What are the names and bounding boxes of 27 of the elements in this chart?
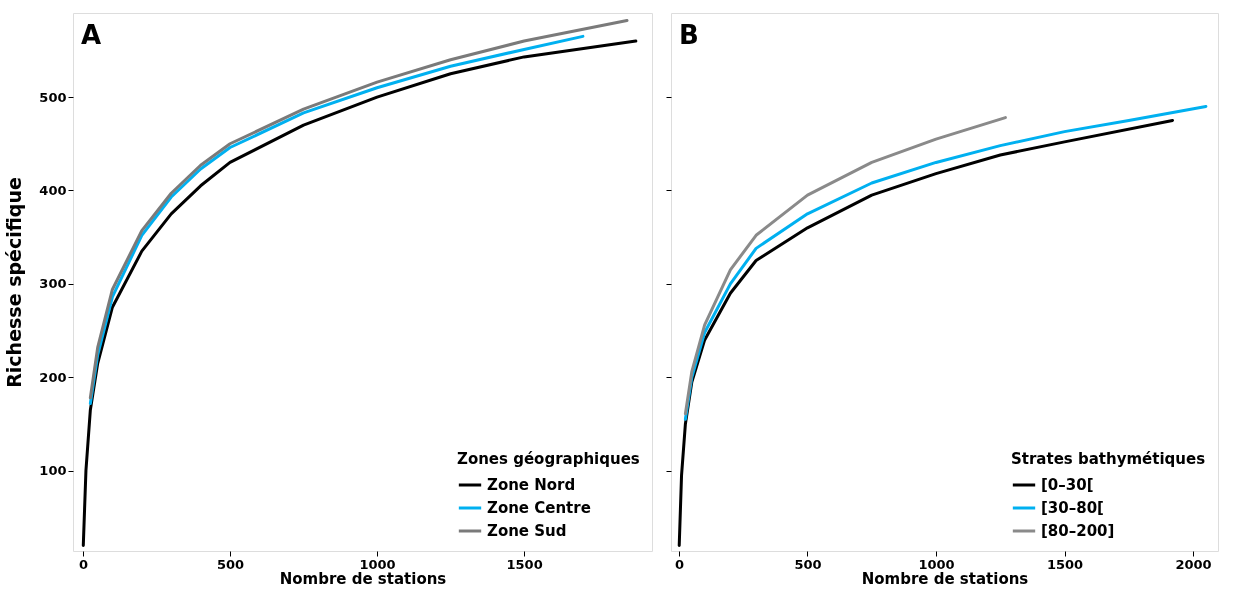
legend-title: Strates bathymétiques xyxy=(1011,450,1206,468)
x-tick-label: 0 xyxy=(674,556,684,572)
x-tick-label: 500 xyxy=(216,556,245,572)
x-axis-title: Nombre de stations xyxy=(861,569,1029,588)
annotation: B xyxy=(679,20,699,50)
x-tick-label: 1500 xyxy=(506,556,543,572)
legend-label: Zone Nord xyxy=(487,476,576,494)
legend-title: Zones géographiques xyxy=(457,450,640,468)
x-tick-label: 1000 xyxy=(918,556,955,572)
legend-label: [0–30[ xyxy=(1041,476,1094,494)
y-tick-label: 500 xyxy=(39,89,67,105)
legend-label: Zone Sud xyxy=(487,522,567,540)
legend-label: [30–80[ xyxy=(1041,499,1104,517)
legend-label: [80–200] xyxy=(1041,522,1115,540)
annotation: A xyxy=(81,20,102,50)
y-axis-title: Richesse spécifique xyxy=(3,177,26,388)
y-tick-label: 400 xyxy=(39,182,67,198)
y-tick-label: 300 xyxy=(39,276,67,292)
x-tick-label: 1500 xyxy=(1046,556,1084,572)
x-tick-label: 1000 xyxy=(359,556,396,572)
x-tick-label: 2000 xyxy=(1175,556,1212,572)
x-axis-title: Nombre de stations xyxy=(279,569,447,588)
x-tick-label: 500 xyxy=(794,556,822,572)
y-tick-label: 200 xyxy=(39,369,67,385)
y-tick-label: 100 xyxy=(39,463,67,479)
x-tick-label: 0 xyxy=(78,556,89,572)
legend-label: Zone Centre xyxy=(487,499,591,517)
